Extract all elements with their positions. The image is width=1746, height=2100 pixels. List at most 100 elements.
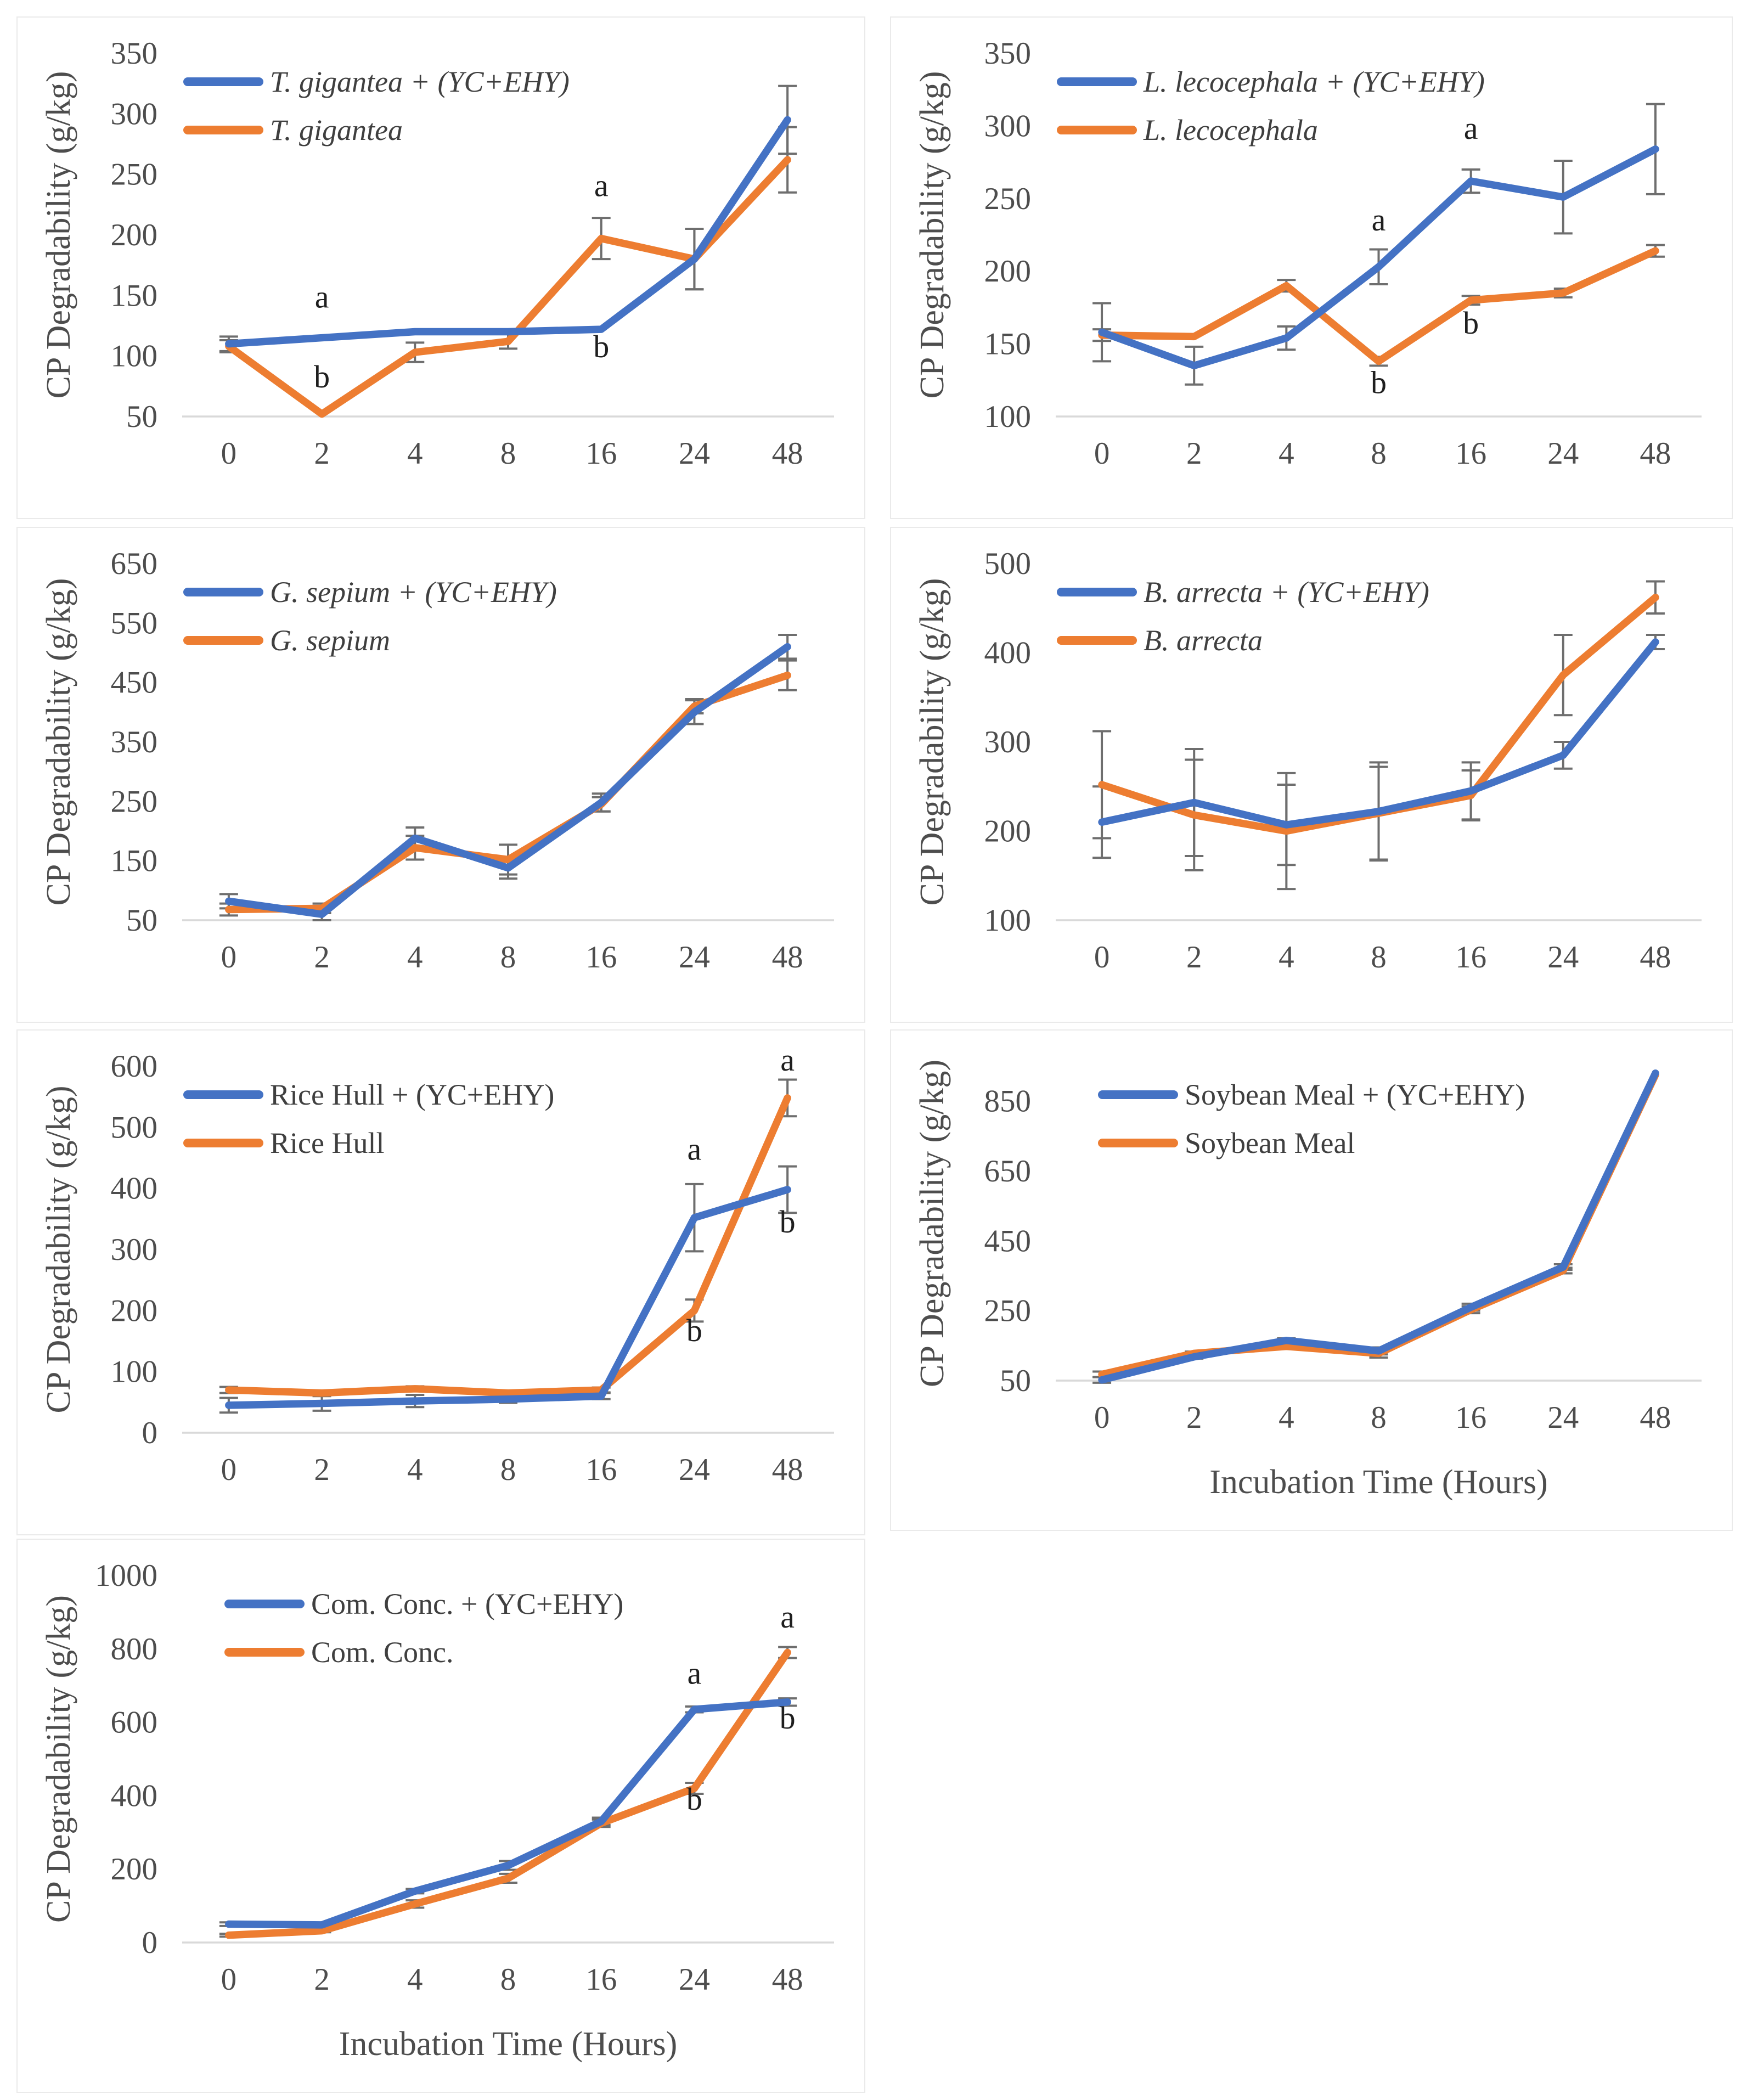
x-tick-label: 8 [1371, 940, 1387, 975]
x-tick-label: 8 [500, 1962, 516, 1997]
y-tick-label: 100 [984, 903, 1032, 938]
sig-letter: a [1372, 202, 1386, 238]
legend-label-control: L. lecocephala [1143, 114, 1318, 147]
x-tick-label: 48 [1640, 436, 1671, 471]
chart-panel-g_sepium: 50 150 250 350 450 550 650 0 2 4 8 16 24 48 CP Degrada… [16, 527, 865, 1023]
x-tick-label: 2 [314, 1962, 330, 1997]
y-tick-label: 100 [111, 1355, 158, 1389]
y-tick-label: 850 [984, 1084, 1032, 1119]
chart-panel-com_conc: 0 200 400 600 800 1000 0 2 4 8 16 24 48 CP Degradabil… [16, 1539, 865, 2093]
x-tick-label: 24 [1547, 436, 1579, 471]
x-tick-label: 2 [1186, 940, 1202, 975]
x-tick-label: 0 [221, 1962, 237, 1997]
legend-label-control: G. sepium [270, 624, 390, 657]
legend-label-treated: Rice Hull + (YC+EHY) [270, 1078, 554, 1111]
series-line-treated [1098, 145, 1659, 370]
x-tick-label: 48 [1640, 940, 1671, 975]
x-axis-title: Incubation Time (Hours) [1209, 1463, 1548, 1501]
series-line-treated [225, 643, 791, 918]
series-line-control [225, 156, 791, 418]
y-tick-label: 600 [111, 1705, 158, 1740]
y-axis-title: CP Degradability (g/kg) [914, 578, 951, 906]
sig-letter: a [780, 1599, 795, 1635]
sig-letter: b [686, 1781, 702, 1817]
y-tick-label: 0 [142, 1926, 158, 1960]
x-tick-label: 24 [679, 940, 710, 975]
y-tick-label: 250 [111, 157, 158, 192]
sig-letter: a [594, 167, 609, 203]
y-tick-label: 250 [984, 182, 1032, 216]
chart-panel-rice_hull: 0 100 200 300 400 500 600 0 2 4 8 16 24 48 CP Degradab… [16, 1029, 865, 1535]
x-tick-label: 0 [221, 1452, 237, 1487]
x-tick-label: 8 [500, 1452, 516, 1487]
y-tick-label: 450 [984, 1224, 1032, 1258]
chart-panel-l_lecocephala: 100 150 200 250 300 350 0 2 4 8 16 24 48 CP Degradabi… [890, 16, 1733, 519]
chart-panel-t_gigantea: 50 100 150 200 250 300 350 0 2 4 8 16 24 48 CP Degrada… [16, 16, 865, 519]
y-tick-label: 350 [984, 36, 1032, 71]
series-line-treated [1098, 1069, 1659, 1384]
legend-label-treated: Com. Conc. + (YC+EHY) [311, 1587, 623, 1620]
y-tick-label: 250 [111, 784, 158, 819]
y-tick-label: 100 [111, 339, 158, 374]
y-tick-label: 1000 [95, 1558, 157, 1593]
legend-label-treated: Soybean Meal + (YC+EHY) [1185, 1078, 1525, 1111]
y-tick-label: 0 [142, 1416, 158, 1450]
y-axis-title: CP Degradability (g/kg) [914, 1060, 951, 1387]
x-tick-label: 48 [772, 436, 803, 471]
y-axis-title: CP Degradability (g/kg) [40, 71, 77, 399]
y-tick-label: 50 [126, 903, 157, 938]
series-line-control [1098, 1071, 1659, 1378]
series-line-control [1098, 247, 1659, 365]
sig-letter: a [780, 1042, 795, 1078]
x-tick-label: 4 [407, 436, 423, 471]
x-tick-label: 24 [1547, 940, 1579, 975]
x-tick-label: 16 [1455, 940, 1486, 975]
x-tick-label: 2 [1186, 1400, 1202, 1435]
sig-letter: b [686, 1313, 702, 1348]
x-tick-label: 16 [1455, 1400, 1486, 1435]
x-tick-label: 16 [585, 1452, 617, 1487]
x-tick-label: 16 [585, 940, 617, 975]
y-tick-label: 300 [111, 97, 158, 131]
sig-letter: b [593, 329, 609, 364]
y-tick-label: 150 [111, 278, 158, 313]
x-tick-label: 0 [1094, 940, 1110, 975]
x-tick-label: 2 [1186, 436, 1202, 471]
x-tick-label: 16 [585, 1962, 617, 1997]
y-tick-label: 300 [984, 725, 1032, 759]
y-tick-label: 650 [984, 1154, 1032, 1189]
sig-letter: b [780, 1700, 796, 1736]
y-axis-title: CP Degradability (g/kg) [914, 71, 951, 399]
x-tick-label: 0 [221, 436, 237, 471]
y-tick-label: 400 [111, 1778, 158, 1813]
y-tick-label: 550 [111, 606, 158, 640]
x-tick-label: 48 [1640, 1400, 1671, 1435]
x-tick-label: 24 [679, 1962, 710, 1997]
y-tick-label: 400 [984, 636, 1032, 671]
x-tick-label: 8 [500, 436, 516, 471]
legend-label-control: Com. Conc. [311, 1636, 454, 1669]
x-tick-label: 4 [407, 1452, 423, 1487]
x-tick-label: 4 [1278, 940, 1294, 975]
sig-letter: a [688, 1655, 702, 1691]
y-axis-title: CP Degradability (g/kg) [40, 578, 77, 906]
y-tick-label: 200 [111, 218, 158, 252]
y-tick-label: 350 [111, 725, 158, 759]
x-tick-label: 24 [1547, 1400, 1579, 1435]
legend-label-treated: B. arrecta + (YC+EHY) [1144, 576, 1429, 609]
legend-label-control: Soybean Meal [1185, 1127, 1355, 1159]
x-tick-label: 2 [314, 1452, 330, 1487]
x-tick-label: 2 [314, 940, 330, 975]
x-tick-label: 48 [772, 1962, 803, 1997]
y-tick-label: 200 [984, 254, 1032, 289]
x-tick-label: 8 [500, 940, 516, 975]
y-tick-label: 50 [1000, 1364, 1031, 1398]
series-line-treated [225, 116, 791, 348]
sig-letter: a [688, 1131, 702, 1167]
legend-label-treated: L. lecocephala + (YC+EHY) [1143, 65, 1485, 98]
y-tick-label: 650 [111, 547, 158, 581]
y-tick-label: 100 [984, 399, 1032, 434]
